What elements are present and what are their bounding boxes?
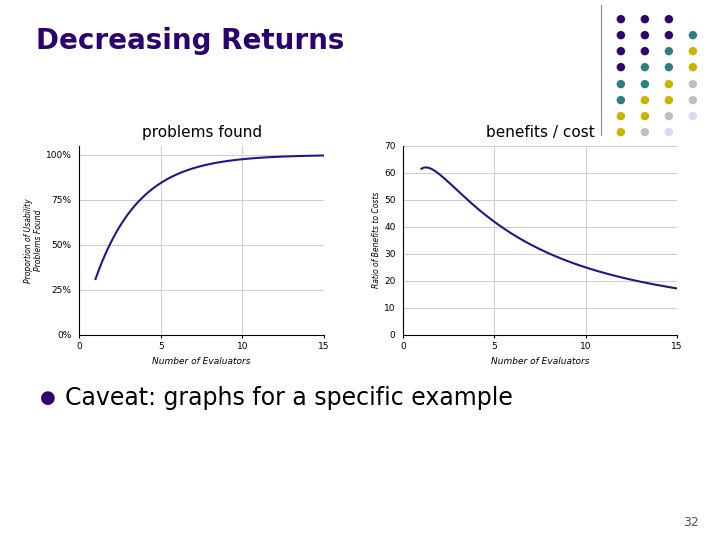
Text: ●: ● bbox=[616, 78, 626, 89]
Text: ●: ● bbox=[639, 46, 649, 56]
Y-axis label: Ratio of Benefits to Costs: Ratio of Benefits to Costs bbox=[372, 192, 382, 288]
Text: ●: ● bbox=[687, 46, 697, 56]
Text: ●: ● bbox=[663, 30, 673, 40]
Text: ●: ● bbox=[663, 46, 673, 56]
Text: 32: 32 bbox=[683, 516, 698, 529]
Text: ●: ● bbox=[616, 30, 626, 40]
Text: ●: ● bbox=[639, 127, 649, 137]
Text: ●: ● bbox=[663, 14, 673, 24]
X-axis label: Number of Evaluators: Number of Evaluators bbox=[153, 357, 251, 366]
Text: ●: ● bbox=[687, 94, 697, 105]
Title: benefits / cost: benefits / cost bbox=[485, 125, 595, 140]
Text: ●: ● bbox=[687, 30, 697, 40]
Text: ●: ● bbox=[639, 62, 649, 72]
Text: ●: ● bbox=[639, 94, 649, 105]
Text: ●: ● bbox=[639, 14, 649, 24]
Text: ●: ● bbox=[687, 78, 697, 89]
Text: ●: ● bbox=[639, 111, 649, 121]
Text: ●: ● bbox=[40, 389, 55, 407]
Text: ●: ● bbox=[663, 127, 673, 137]
Text: ●: ● bbox=[639, 30, 649, 40]
Text: ●: ● bbox=[663, 78, 673, 89]
X-axis label: Number of Evaluators: Number of Evaluators bbox=[491, 357, 589, 366]
Text: ●: ● bbox=[616, 94, 626, 105]
Text: ●: ● bbox=[687, 111, 697, 121]
Text: ●: ● bbox=[663, 111, 673, 121]
Text: ●: ● bbox=[616, 127, 626, 137]
Title: problems found: problems found bbox=[142, 125, 261, 140]
Text: ●: ● bbox=[616, 111, 626, 121]
Text: ●: ● bbox=[663, 94, 673, 105]
Text: ●: ● bbox=[639, 78, 649, 89]
Text: Caveat: graphs for a specific example: Caveat: graphs for a specific example bbox=[65, 386, 513, 410]
Text: ●: ● bbox=[687, 62, 697, 72]
Text: ●: ● bbox=[616, 14, 626, 24]
Y-axis label: Proportion of Usability
Problems Found: Proportion of Usability Problems Found bbox=[24, 198, 43, 282]
Text: ●: ● bbox=[663, 62, 673, 72]
Text: Decreasing Returns: Decreasing Returns bbox=[36, 27, 344, 55]
Text: ●: ● bbox=[616, 46, 626, 56]
Text: ●: ● bbox=[616, 62, 626, 72]
